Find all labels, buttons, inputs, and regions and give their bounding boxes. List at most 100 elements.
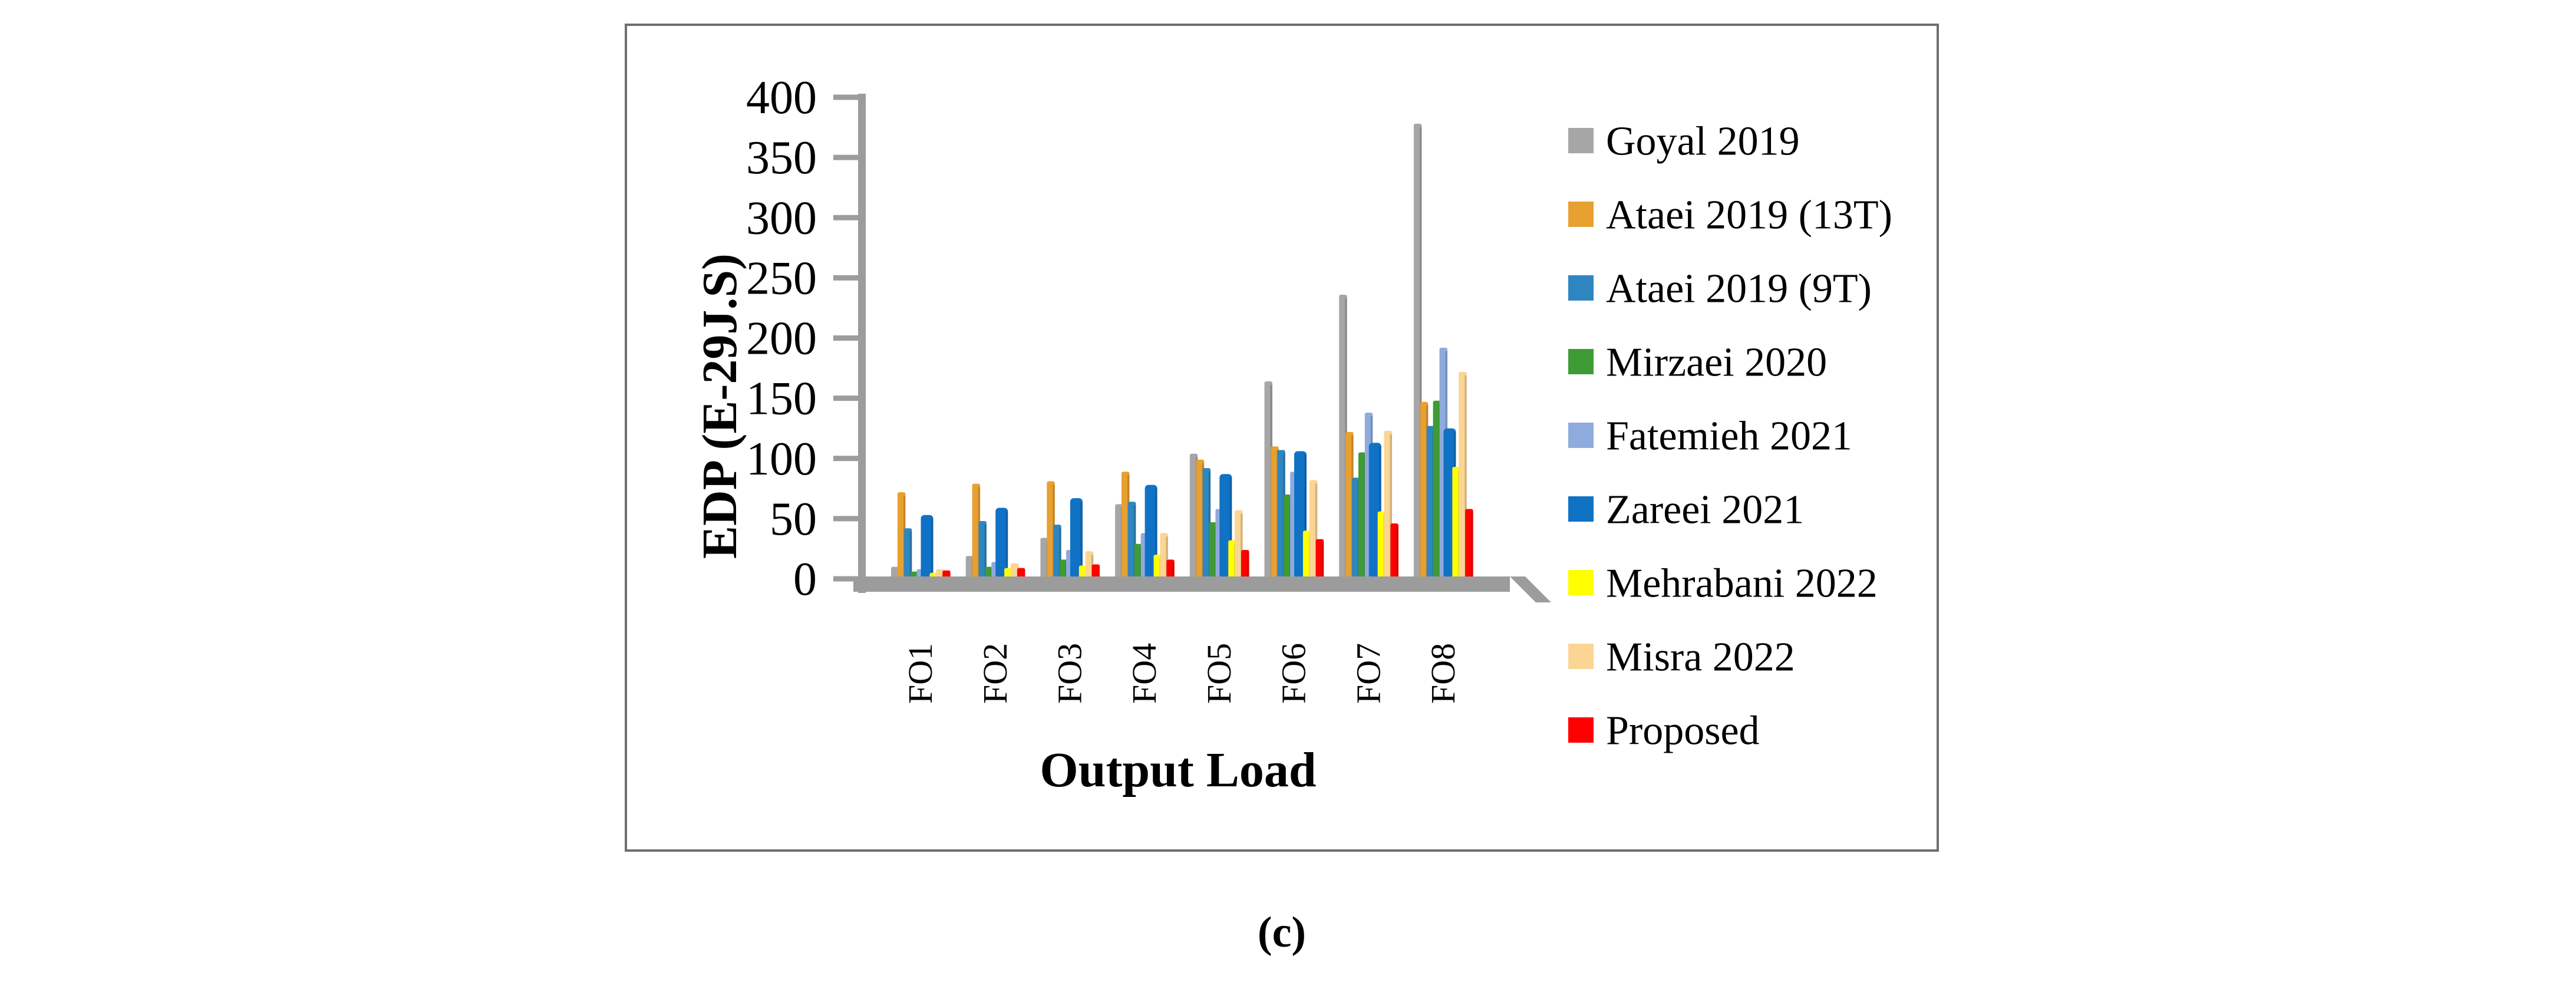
legend-row-8: Proposed (1568, 709, 1760, 754)
legend-swatch (1568, 570, 1594, 595)
bar-group-FO3 (1040, 481, 1100, 587)
legend-row-0: Goyal 2019 (1568, 119, 1800, 164)
bar-FO5-s0 (1189, 453, 1198, 587)
x-category-label-FO6: FO6 (1275, 643, 1313, 704)
y-tick-label: 250 (746, 252, 817, 304)
bar-group-FO7 (1339, 294, 1399, 587)
x-axis-baseline (853, 576, 1551, 602)
figure-caption: (c) (1257, 908, 1307, 957)
bar-FO8-s7 (1459, 371, 1467, 587)
x-axis-labels: FO1 FO2 FO3 FO4 FO5 FO6 FO7 FO8 (901, 643, 1462, 704)
bar-shade (1321, 542, 1324, 586)
baseline-strip (853, 576, 1510, 592)
legend-swatch (1568, 644, 1594, 669)
y-tick-label: 0 (793, 553, 817, 605)
y-tick-label: 400 (746, 72, 817, 124)
bar-FO8-s8 (1465, 509, 1473, 587)
bar-FO5-s3 (1209, 522, 1217, 587)
bar-FO6-s8 (1315, 539, 1324, 587)
y-axis-ticks: 0 50 100 150 200 250 300 350 400 (746, 72, 858, 605)
bar-FO5-s1 (1196, 459, 1205, 587)
bar-chart: 0 50 100 150 200 250 300 350 400 FO1 FO2 FO3 FO4 FO5… (692, 72, 1892, 798)
bar-FO7-s7 (1384, 430, 1392, 587)
x-category-label-FO3: FO3 (1050, 643, 1089, 704)
bar-shade (1059, 528, 1061, 586)
bar-FO8-s1 (1420, 401, 1429, 587)
legend-row-3: Mirzaei 2020 (1568, 340, 1827, 385)
bar-groups (891, 123, 1473, 587)
y-tick-mark (833, 456, 858, 462)
bar-shade (909, 532, 912, 586)
y-axis-title: EDP (E-29J.S) (692, 253, 747, 559)
y-axis-line (858, 94, 866, 593)
bar-shade (1172, 563, 1175, 586)
legend-label: Mehrabani 2022 (1606, 561, 1878, 607)
y-tick-mark (833, 154, 858, 160)
bar-shade (931, 518, 934, 586)
bar-FO6-s2 (1277, 450, 1285, 587)
bar-shade (1419, 127, 1422, 586)
bar-FO4-s7 (1160, 533, 1168, 587)
y-tick-mark (833, 396, 858, 401)
x-category-label-FO2: FO2 (976, 643, 1014, 704)
bar-FO5-s7 (1235, 510, 1243, 587)
bar-FO5-s6 (1228, 540, 1236, 587)
bar-group-FO5 (1189, 453, 1249, 587)
bar-FO8-s6 (1452, 467, 1460, 587)
bar-FO7-s2 (1352, 477, 1360, 587)
bar-shade (1005, 511, 1008, 586)
legend-label: Misra 2022 (1606, 635, 1795, 680)
y-tick-label: 150 (746, 373, 817, 425)
legend-swatch (1568, 496, 1594, 522)
bar-shade (1080, 502, 1083, 586)
bar-group-FO1 (891, 492, 951, 587)
y-tick-mark (833, 275, 858, 281)
legend-label: Mirzaei 2020 (1606, 340, 1827, 385)
bar-group-FO8 (1413, 123, 1473, 587)
bar-FO2-s2 (978, 520, 987, 587)
y-tick-label: 200 (746, 313, 817, 365)
y-tick-mark (833, 576, 858, 582)
legend-row-2: Ataei 2019 (9T) (1568, 266, 1872, 312)
legend-label: Fatemieh 2021 (1606, 414, 1852, 459)
legend-swatch (1568, 349, 1594, 374)
bar-FO1-s1 (897, 492, 906, 587)
bar-FO5-s2 (1202, 468, 1211, 587)
legend-swatch (1568, 423, 1594, 448)
legend: Goyal 2019 Ataei 2019 (13T) Ataei 2019 (9T… (1568, 119, 1892, 754)
bar-FO7-s0 (1339, 294, 1347, 587)
bar-FO3-s2 (1053, 525, 1061, 587)
bar-group-FO6 (1264, 381, 1324, 587)
bar-FO3-s1 (1047, 481, 1055, 587)
bar-FO6-s7 (1309, 480, 1318, 587)
legend-row-1: Ataei 2019 (13T) (1568, 193, 1892, 238)
bar-group-FO4 (1115, 472, 1175, 587)
bar-shade (1315, 483, 1318, 586)
y-tick-mark (833, 215, 858, 220)
baseline-strip-tail (1510, 576, 1551, 602)
legend-label: Ataei 2019 (9T) (1606, 266, 1872, 312)
bar-shade (1390, 434, 1392, 586)
legend-swatch (1568, 128, 1594, 153)
bar-FO2-s1 (972, 483, 981, 587)
bar-shade (984, 524, 987, 586)
y-tick-mark (833, 335, 858, 341)
x-category-label-FO8: FO8 (1424, 643, 1462, 704)
bar-FO4-s3 (1134, 543, 1143, 587)
bar-shade (1241, 513, 1243, 586)
bar-FO4-s0 (1115, 504, 1123, 587)
y-tick-label: 300 (746, 192, 817, 244)
legend-label: Zareei 2021 (1606, 487, 1804, 533)
bar-shade (1304, 454, 1307, 586)
bar-FO6-s0 (1264, 381, 1272, 587)
bar-FO6-s3 (1284, 495, 1292, 587)
y-axis-line (858, 94, 866, 593)
bar-FO4-s2 (1127, 502, 1136, 587)
y-tick-mark (833, 516, 858, 522)
bar-FO8-s0 (1413, 123, 1422, 587)
bar-group-FO2 (965, 483, 1025, 587)
bar-FO3-s5 (1070, 498, 1083, 587)
bar-FO4-s1 (1122, 472, 1130, 587)
x-category-label-FO4: FO4 (1125, 643, 1163, 704)
